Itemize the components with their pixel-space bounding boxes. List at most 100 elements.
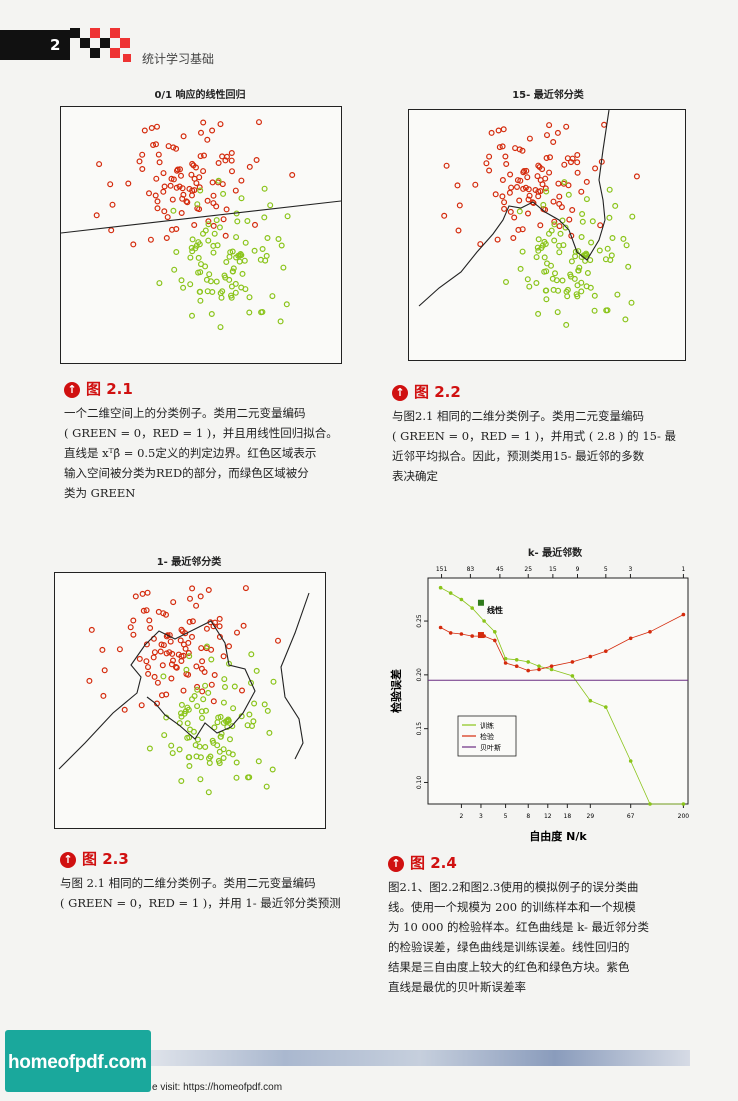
red-point — [185, 639, 192, 646]
red-point — [510, 234, 517, 241]
red-point — [150, 141, 157, 148]
decision-boundary-line — [60, 200, 342, 234]
red-point — [239, 687, 246, 694]
red-point — [472, 181, 479, 188]
red-point — [174, 166, 181, 173]
x-tick-label: 5 — [504, 813, 508, 820]
red-point — [161, 208, 168, 215]
green-point — [612, 202, 619, 209]
visit-link[interactable]: e visit: https://homeofpdf.com — [152, 1082, 283, 1093]
green-point — [177, 710, 184, 717]
green-point — [234, 218, 241, 225]
red-point — [223, 206, 230, 213]
red-point — [167, 182, 174, 189]
red-point — [180, 687, 187, 694]
green-point — [544, 260, 551, 267]
green-point — [246, 309, 253, 316]
red-point — [179, 628, 186, 635]
red-point — [205, 218, 212, 225]
y-tick-label: 0.20 — [416, 668, 423, 682]
red-point — [196, 174, 203, 181]
series-point-1 — [549, 664, 554, 668]
red-point — [556, 193, 563, 200]
red-point — [86, 677, 93, 684]
green-point — [564, 293, 571, 300]
x-tick-label: 29 — [587, 813, 595, 820]
red-point — [210, 192, 217, 199]
green-point — [535, 310, 542, 317]
green-point — [207, 753, 214, 760]
red-point — [208, 681, 215, 688]
green-point — [263, 252, 270, 259]
red-point — [486, 167, 493, 174]
red-point — [495, 127, 502, 134]
green-point — [217, 713, 224, 720]
red-point — [228, 149, 235, 156]
green-point — [578, 279, 585, 286]
green-point — [533, 280, 540, 287]
series-point-1 — [628, 636, 633, 641]
red-point — [93, 212, 100, 219]
x-tick-label: 67 — [627, 813, 635, 820]
green-point — [208, 656, 215, 663]
green-point — [255, 758, 262, 765]
series-point-0 — [493, 630, 497, 634]
green-point — [206, 760, 213, 767]
red-point — [172, 663, 179, 670]
green-point — [572, 253, 579, 260]
green-point — [225, 717, 232, 724]
green-point — [591, 292, 598, 299]
green-point — [161, 732, 168, 739]
red-point — [199, 658, 206, 665]
green-point — [170, 207, 177, 214]
red-point — [186, 618, 193, 625]
green-point — [623, 242, 630, 249]
caption-fig-2-1: ↑ 图 2.1 一个二维空间上的分类例子。类用二元变量编码 ( GREEN = 0… — [64, 378, 364, 503]
green-point — [251, 247, 258, 254]
green-point — [269, 293, 276, 300]
green-point — [187, 254, 194, 261]
red-point — [168, 675, 175, 682]
red-point — [526, 135, 533, 142]
red-point — [184, 199, 191, 206]
annotation-linear: 线性 — [487, 605, 503, 615]
green-point — [210, 249, 217, 256]
series-point-1 — [604, 649, 608, 653]
red-point — [125, 180, 132, 187]
top-tick-label: 45 — [496, 566, 504, 573]
book-title: 统计学习基础 — [142, 52, 215, 66]
red-point — [199, 688, 206, 695]
red-point — [160, 610, 167, 617]
red-point — [543, 154, 550, 161]
green-point — [284, 213, 291, 220]
green-point — [249, 723, 256, 730]
green-point — [185, 754, 192, 761]
red-point — [153, 123, 160, 130]
red-point — [506, 189, 513, 196]
red-point — [574, 151, 581, 158]
red-point — [139, 165, 146, 172]
green-point — [178, 277, 185, 284]
red-point — [592, 165, 599, 172]
error-curve-chart: 2 3 5 8 12 18 29 67 200 151 83 45 25 15 9 5 3 1 0.10 0.15 0.… — [389, 566, 689, 843]
green-point — [561, 179, 568, 186]
red-point — [185, 649, 192, 656]
red-point — [189, 633, 196, 640]
green-point — [554, 309, 561, 316]
red-point — [556, 223, 563, 230]
red-point — [539, 181, 546, 188]
red-point — [513, 183, 520, 190]
red-point — [488, 129, 495, 136]
green-point — [196, 288, 203, 295]
red-point — [101, 667, 108, 674]
green-point — [202, 227, 209, 234]
red-point — [178, 657, 185, 664]
green-point — [194, 686, 201, 693]
red-point — [499, 143, 506, 150]
red-point — [511, 214, 518, 221]
caption-fig-2-2: ↑ 图 2.2 与图2.1 相同的二维分类例子。类用二元变量编码 ( GREEN … — [392, 381, 692, 486]
red-point — [550, 198, 557, 205]
green-point — [220, 190, 227, 197]
green-point — [567, 271, 574, 278]
green-point — [583, 196, 590, 203]
